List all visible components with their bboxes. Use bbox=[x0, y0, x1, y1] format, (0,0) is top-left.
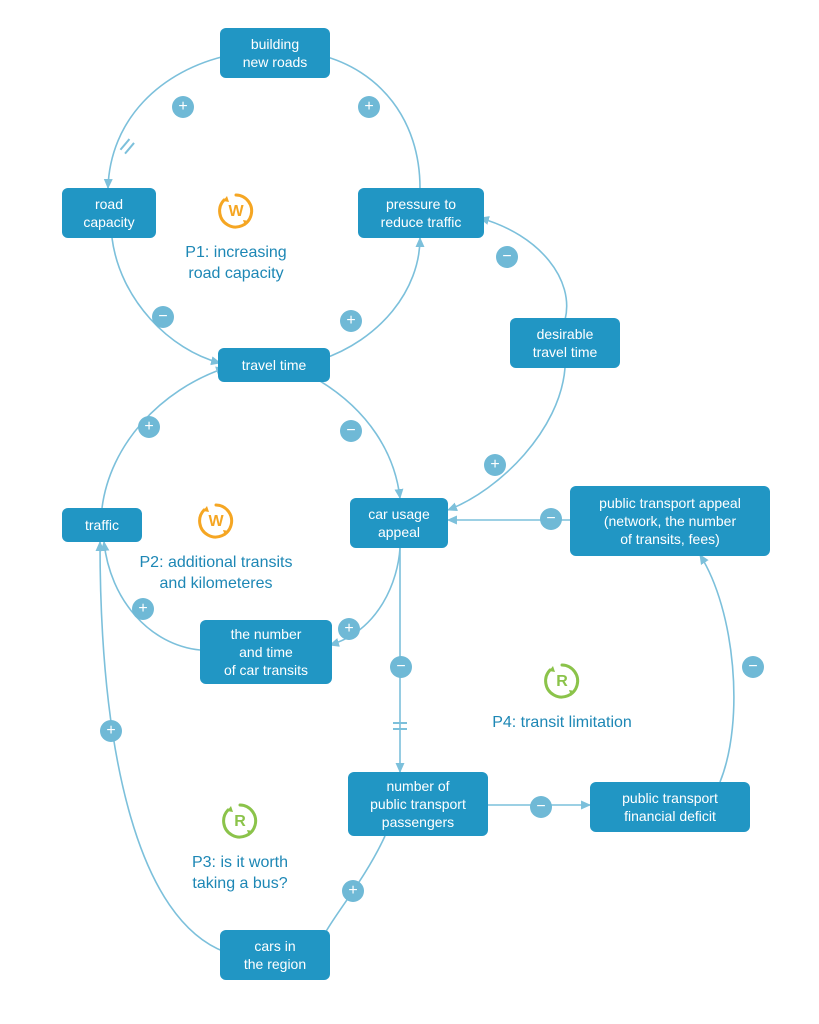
polarity-sign: + bbox=[338, 618, 360, 640]
loop-title: P2: additional transitsand kilometeres bbox=[136, 553, 296, 595]
polarity-sign: + bbox=[484, 454, 506, 476]
node-desirable-travel: desirabletravel time bbox=[510, 318, 620, 368]
node-traffic: traffic bbox=[62, 508, 142, 542]
polarity-sign: + bbox=[138, 416, 160, 438]
loop-icon-w: W bbox=[195, 500, 237, 542]
node-travel-time: travel time bbox=[218, 348, 330, 382]
polarity-sign: + bbox=[100, 720, 122, 742]
polarity-sign: − bbox=[742, 656, 764, 678]
edge-pressure_reduce-to-building_new_roads bbox=[320, 55, 420, 188]
polarity-sign: + bbox=[172, 96, 194, 118]
node-road-capacity: roadcapacity bbox=[62, 188, 156, 238]
loop-title: P4: transit limitation bbox=[482, 713, 642, 734]
svg-text:R: R bbox=[234, 813, 246, 830]
polarity-sign: − bbox=[152, 306, 174, 328]
polarity-sign: − bbox=[496, 246, 518, 268]
polarity-sign: + bbox=[340, 310, 362, 332]
loop-p2: W P2: additional transitsand kilometeres bbox=[136, 500, 296, 594]
loop-icon-r: R bbox=[541, 660, 583, 702]
loop-icon-r: R bbox=[219, 800, 261, 842]
polarity-sign: + bbox=[358, 96, 380, 118]
loop-icon-w: W bbox=[215, 190, 257, 232]
node-cars-region: cars inthe region bbox=[220, 930, 330, 980]
edge-travel_time-to-traffic bbox=[102, 368, 225, 508]
svg-text:R: R bbox=[556, 673, 568, 690]
svg-text:W: W bbox=[228, 203, 244, 220]
node-financial-deficit: public transportfinancial deficit bbox=[590, 782, 750, 832]
delay-mark bbox=[117, 136, 138, 157]
polarity-sign: − bbox=[530, 796, 552, 818]
loop-p3: R P3: is it worthtaking a bus? bbox=[160, 800, 320, 894]
edge-pressure_reduce-to-desirable_travel bbox=[480, 218, 567, 320]
node-car-usage-appeal: car usageappeal bbox=[350, 498, 448, 548]
svg-text:W: W bbox=[208, 513, 224, 530]
edge-travel_time-to-pressure_reduce bbox=[320, 238, 420, 360]
polarity-sign: − bbox=[540, 508, 562, 530]
loop-p4: R P4: transit limitation bbox=[482, 660, 642, 734]
node-car-transits: the numberand timeof car transits bbox=[200, 620, 332, 684]
polarity-sign: − bbox=[390, 656, 412, 678]
polarity-sign: + bbox=[132, 598, 154, 620]
node-building-new-roads: buildingnew roads bbox=[220, 28, 330, 78]
loop-p1: W P1: increasingroad capacity bbox=[156, 190, 316, 284]
polarity-sign: + bbox=[342, 880, 364, 902]
loop-title: P3: is it worthtaking a bus? bbox=[160, 853, 320, 895]
delay-mark bbox=[393, 719, 407, 735]
node-public-transport-appeal: public transport appeal(network, the num… bbox=[570, 486, 770, 556]
loop-title: P1: increasingroad capacity bbox=[156, 243, 316, 285]
edge-desirable_travel-to-car_usage_appeal bbox=[448, 368, 565, 510]
edge-building_new_roads-to-road_capacity bbox=[108, 55, 230, 188]
node-pressure-reduce: pressure toreduce traffic bbox=[358, 188, 484, 238]
edge-financial_deficit-to-public_transport_appeal bbox=[700, 555, 734, 782]
node-num-passengers: number ofpublic transportpassengers bbox=[348, 772, 488, 836]
polarity-sign: − bbox=[340, 420, 362, 442]
